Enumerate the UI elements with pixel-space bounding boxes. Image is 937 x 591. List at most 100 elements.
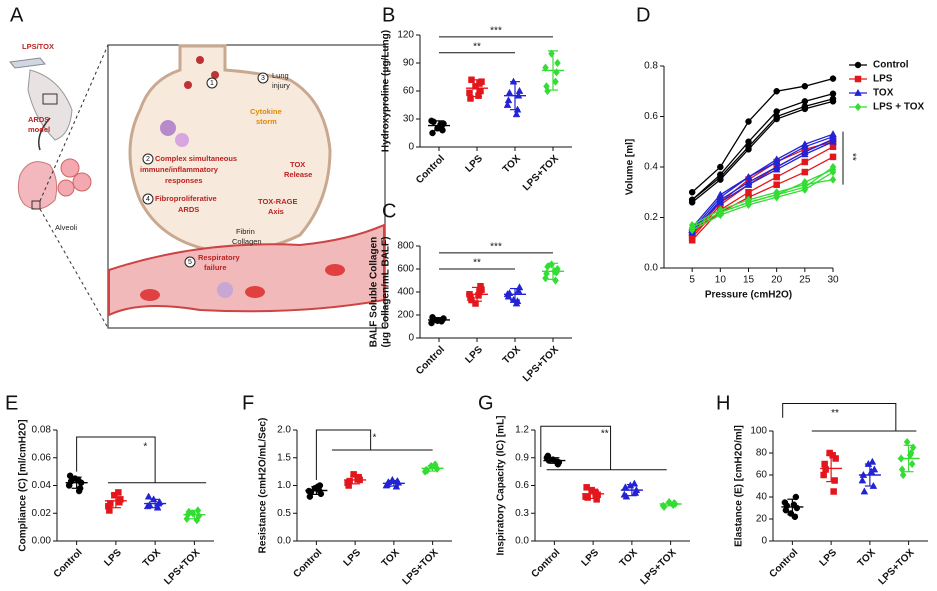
panel-letter: F xyxy=(242,392,254,414)
label: ARDS xyxy=(28,115,49,124)
x-tick-label: LPS+TOX xyxy=(639,547,679,587)
point xyxy=(783,502,791,510)
panel-letter: D xyxy=(636,4,650,26)
point xyxy=(821,460,828,468)
label: Complex simultaneous xyxy=(155,154,237,163)
x-tick-label: TOX xyxy=(501,344,523,366)
y-axis-label: BALF Soluble Collagen xyxy=(369,237,380,348)
point xyxy=(822,466,829,473)
x-tick-label: Control xyxy=(529,547,562,580)
y-tick-label: 0.0 xyxy=(515,536,529,547)
point xyxy=(773,181,780,188)
point xyxy=(717,208,724,217)
x-tick-label: Control xyxy=(767,547,800,580)
series-line xyxy=(691,100,834,203)
panel-letter: H xyxy=(716,392,730,414)
point xyxy=(584,494,591,501)
series-line xyxy=(691,178,834,226)
x-tick-label: Control xyxy=(52,547,85,580)
point xyxy=(688,199,696,206)
series-line xyxy=(691,136,834,231)
y-axis-label: Elastance (E) [cmH2O/ml] xyxy=(734,425,745,547)
label: model xyxy=(28,125,50,134)
point xyxy=(772,155,781,163)
significance-label: *** xyxy=(490,242,502,253)
point xyxy=(542,63,549,72)
series-line xyxy=(691,133,834,229)
point xyxy=(145,500,154,508)
x-tick-label: LPS xyxy=(580,547,602,569)
point xyxy=(116,498,123,506)
y-axis-label: Volume [ml] xyxy=(625,139,636,195)
x-tick-label: Control xyxy=(414,153,447,186)
point xyxy=(801,158,809,166)
step-circle xyxy=(184,256,196,268)
label: Lung xyxy=(272,71,289,80)
y-axis-label: (μg Collagen/mL BALF) xyxy=(381,237,392,348)
panel-letter: E xyxy=(5,392,18,414)
y-tick-label: 600 xyxy=(397,264,414,275)
point xyxy=(688,223,696,232)
point xyxy=(820,471,827,479)
step-circle xyxy=(142,153,154,165)
point xyxy=(829,98,837,105)
y-tick-label: 800 xyxy=(397,241,414,252)
series-line xyxy=(691,138,834,234)
point xyxy=(745,118,752,125)
series-line xyxy=(691,141,834,236)
y-tick-label: 2.0 xyxy=(277,425,291,436)
point xyxy=(801,140,809,148)
chart-panel: 0 200 400 600 800 BALF Soluble Collagen (μg Co… xyxy=(369,200,572,384)
step-number: 2 xyxy=(146,156,150,163)
y-tick-label: 0.04 xyxy=(32,480,52,491)
y-tick-label: 0.08 xyxy=(32,425,52,436)
x-tick-label: 25 xyxy=(799,275,811,286)
point xyxy=(745,146,752,153)
arrow xyxy=(38,117,51,151)
point xyxy=(717,163,724,171)
point xyxy=(716,198,725,206)
label: Respiratory xyxy=(198,253,241,262)
y-tick-label: 0.06 xyxy=(32,452,52,463)
x-tick-label: Control xyxy=(291,547,324,580)
point xyxy=(67,478,75,485)
label: immune/inflammatory xyxy=(140,165,219,174)
step-circle xyxy=(257,72,269,84)
point xyxy=(514,286,523,294)
point xyxy=(75,487,83,495)
y-axis-label: Inspiratory Capacity (IC) [mL] xyxy=(496,415,507,555)
chart-panel: 0 30 60 90 120 Hydroxyproline (μg/Lung) B Contr… xyxy=(381,4,572,193)
y-tick-label: 0.3 xyxy=(515,508,529,519)
y-tick-label: 100 xyxy=(750,426,767,437)
x-tick-label: TOX xyxy=(141,547,163,569)
x-tick-label: LPS xyxy=(463,153,485,175)
y-tick-label: 60 xyxy=(403,86,415,97)
point xyxy=(505,88,514,96)
y-tick-label: 40 xyxy=(756,492,768,503)
point xyxy=(583,484,590,491)
significance-label: * xyxy=(373,432,377,443)
y-tick-label: 0.0 xyxy=(277,536,291,547)
y-axis-label: Resistance (cmH2O/mL/Sec) xyxy=(258,418,269,554)
panel-a-diagram: A LPS/TOX ARDS model Alveoli 1 xyxy=(9,4,386,329)
panel-letter: B xyxy=(382,4,395,26)
series-line xyxy=(691,156,834,234)
point xyxy=(773,115,780,123)
rbc xyxy=(325,264,345,276)
point xyxy=(903,437,911,447)
alveolus xyxy=(60,158,80,178)
label: Alveoli xyxy=(55,223,77,232)
cell xyxy=(217,282,233,298)
significance-bracket xyxy=(540,425,612,470)
y-tick-label: 0.8 xyxy=(644,61,658,72)
point xyxy=(745,198,752,207)
point xyxy=(475,92,482,99)
label: injury xyxy=(272,81,290,90)
zoom-line xyxy=(39,44,109,202)
y-tick-label: 0.4 xyxy=(644,162,658,173)
y-tick-label: 0.6 xyxy=(644,111,658,122)
y-tick-label: 0.00 xyxy=(32,536,52,547)
point xyxy=(430,315,437,323)
lung xyxy=(17,161,58,210)
point xyxy=(512,110,521,118)
